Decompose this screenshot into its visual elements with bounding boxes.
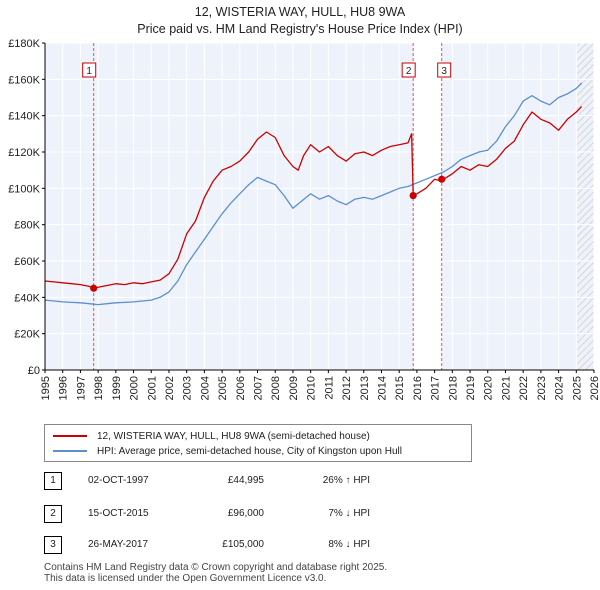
chart-legend: 12, WISTERIA WAY, HULL, HU8 9WA (semi-de… [44,424,472,462]
x-tick-label: 2021 [500,376,512,400]
x-tick-label: 2008 [270,376,282,400]
x-tick-label: 2013 [359,376,371,400]
y-tick-label: £180K [8,38,40,50]
sale-label-number: 1 [86,66,92,77]
legend-item-property: 12, WISTERIA WAY, HULL, HU8 9WA (semi-de… [53,429,370,443]
x-tick-label: 2022 [518,376,530,400]
x-tick-label: 2015 [394,376,406,400]
sale-point [90,284,98,292]
sale-period-band [413,43,442,370]
x-tick-label: 2007 [253,376,265,400]
legend-label-property: 12, WISTERIA WAY, HULL, HU8 9WA (semi-de… [97,430,370,442]
sale-label-box [82,62,97,78]
sale-date: 02-OCT-1997 [88,475,149,486]
x-tick-label: 2014 [376,376,388,400]
y-tick-label: £120K [8,147,40,159]
chart-title: 12, WISTERIA WAY, HULL, HU8 9WA [194,5,406,19]
y-tick-label: £60K [14,256,40,268]
x-tick-label: 2003 [182,376,194,400]
x-tick-label: 1997 [75,376,87,400]
footer-line-1: Contains HM Land Registry data © Crown c… [44,562,388,573]
sale-number: 3 [44,536,62,554]
x-tick-label: 2001 [146,376,158,400]
sale-row: 3 26-MAY-2017 £105,000 8% ↓ HPI [44,536,444,556]
y-tick-label: £40K [14,292,40,304]
x-tick-label: 2026 [589,376,600,400]
x-tick-label: 2017 [430,376,442,400]
x-tick-label: 2009 [288,376,300,400]
x-tick-label: 2012 [341,376,353,400]
y-tick-label: £20K [14,329,40,341]
x-tick-label: 2005 [217,376,229,400]
sale-number: 1 [44,472,62,490]
y-tick-label: £140K [8,111,40,123]
sale-hpi-diff: 7% ↓ HPI [328,508,370,519]
x-tick-label: 1995 [40,376,52,400]
y-tick-label: £80K [14,220,40,232]
x-tick-label: 2006 [235,376,247,400]
legend-item-hpi: HPI: Average price, semi-detached house,… [53,444,402,458]
plot-area [45,43,594,370]
future-hatch-area [577,43,594,370]
x-tick-label: 1998 [93,376,105,400]
y-tick-label: £0 [28,365,40,377]
x-tick-label: 2023 [536,376,548,400]
legend-label-hpi: HPI: Average price, semi-detached house,… [97,445,402,457]
y-tick-label: £160K [8,74,40,86]
legend-swatch-hpi [53,450,87,452]
x-tick-label: 2000 [129,376,141,400]
x-tick-label: 2016 [412,376,424,400]
x-tick-label: 2004 [199,376,211,400]
chart-subtitle: Price paid vs. HM Land Registry's House … [137,22,463,36]
x-tick-label: 2002 [164,376,176,400]
sale-label-box [401,62,416,78]
x-tick-label: 2025 [571,376,583,400]
sale-price: £44,995 [227,475,264,486]
sale-number: 2 [44,505,62,523]
x-tick-label: 2020 [483,376,495,400]
x-tick-label: 2019 [465,376,477,400]
x-tick-label: 2010 [306,376,318,400]
property-price-line [44,106,583,289]
sale-date: 26-MAY-2017 [88,539,149,550]
x-tick-label: 2024 [554,376,566,400]
legend-swatch-property [53,435,87,437]
footer-line-2: This data is licensed under the Open Gov… [44,573,327,584]
price-chart: 1 2 3 £0 £20K £40K £60K £80K £100K £120K £140K £160… [8,38,600,400]
x-tick-label: 2011 [323,376,335,400]
footer-attribution: Contains HM Land Registry data © Crown c… [44,562,387,584]
sale-point [438,175,446,183]
x-tick-label: 2018 [447,376,459,400]
y-tick-label: £100K [8,183,40,195]
hpi-line [44,82,583,306]
sale-label-number: 2 [406,66,412,77]
sale-point [409,192,417,200]
sale-hpi-diff: 26% ↑ HPI [322,475,370,486]
x-tick-label: 1999 [111,376,123,400]
sale-price: £105,000 [222,539,264,550]
sale-row: 2 15-OCT-2015 £96,000 7% ↓ HPI [44,505,444,525]
sale-label-box [437,62,452,78]
sale-date: 15-OCT-2015 [88,508,149,519]
sale-label-number: 3 [441,66,447,77]
x-tick-label: 1996 [58,376,70,400]
sale-hpi-diff: 8% ↓ HPI [328,539,370,550]
sale-row: 1 02-OCT-1997 £44,995 26% ↑ HPI [44,472,444,492]
sale-price: £96,000 [227,508,264,519]
